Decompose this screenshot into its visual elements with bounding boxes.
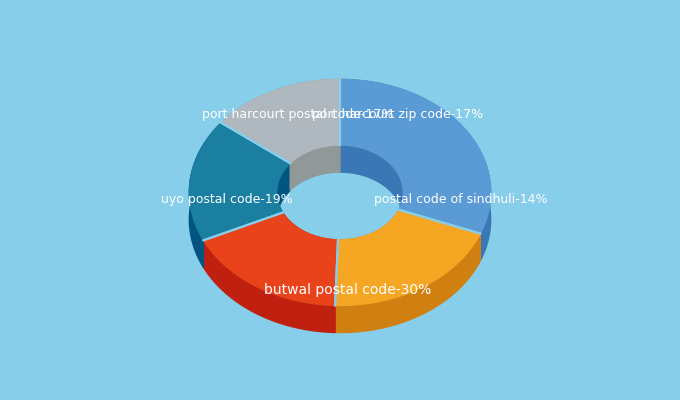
Polygon shape: [338, 210, 399, 267]
Polygon shape: [283, 212, 338, 267]
Polygon shape: [340, 145, 403, 237]
Polygon shape: [203, 212, 338, 305]
Text: postal code of sindhuli-14%: postal code of sindhuli-14%: [374, 194, 547, 206]
Polygon shape: [189, 123, 222, 268]
Polygon shape: [222, 80, 340, 163]
Polygon shape: [340, 80, 491, 234]
Text: port harcourt postal code-17%: port harcourt postal code-17%: [202, 108, 394, 121]
Polygon shape: [277, 163, 290, 240]
Text: butwal postal code-30%: butwal postal code-30%: [264, 283, 431, 297]
Polygon shape: [189, 123, 290, 240]
Polygon shape: [290, 145, 340, 190]
Polygon shape: [222, 80, 340, 150]
Text: port harcourt zip code-17%: port harcourt zip code-17%: [311, 108, 483, 121]
Polygon shape: [340, 80, 491, 261]
Polygon shape: [335, 210, 480, 306]
Polygon shape: [203, 240, 335, 332]
Text: uyo postal code-19%: uyo postal code-19%: [161, 194, 293, 206]
Polygon shape: [335, 234, 480, 332]
